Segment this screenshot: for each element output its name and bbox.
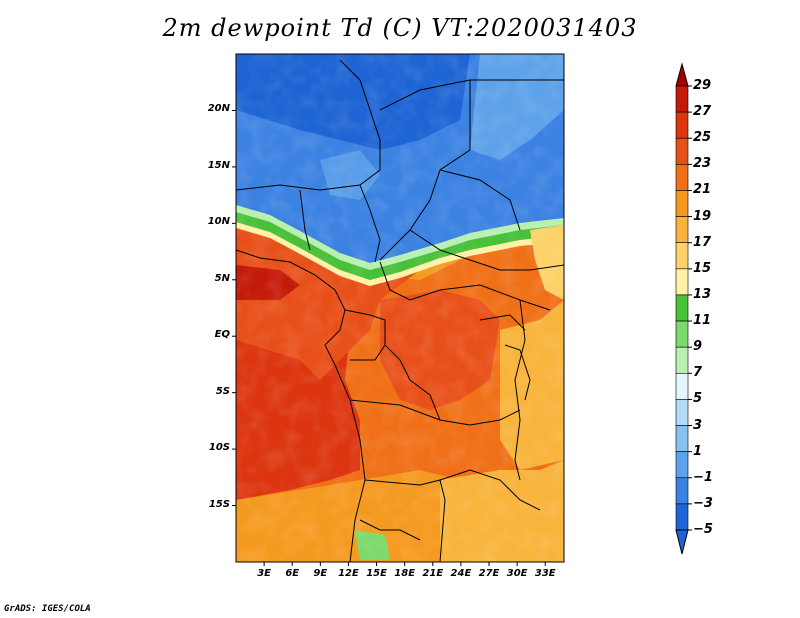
lon-tick-label: 3E: [257, 568, 271, 579]
lon-tick-label: 30E: [506, 568, 528, 579]
colorbar-swatch: [675, 477, 689, 505]
map-title: 2m dewpoint Td (C) VT:2020031403: [162, 14, 638, 42]
colorbar-swatch: [675, 320, 689, 348]
colorbar-level-label: 9: [693, 339, 703, 355]
lon-tick-label: 24E: [450, 568, 472, 579]
colorbar-level-label: −1: [693, 469, 713, 485]
lat-tick-label: 15S: [208, 498, 230, 510]
lat-tick-label: 15N: [207, 159, 230, 171]
lon-tick-label: 9E: [313, 568, 328, 579]
lat-tick-label: 5N: [214, 272, 230, 284]
colorbar-level-label: 13: [693, 286, 712, 302]
colorbar-level-label: 17: [693, 234, 712, 250]
country-borders: [236, 59, 564, 562]
colorbar-top-arrow: [675, 62, 689, 87]
colorbar-bottom-arrow: [675, 529, 689, 555]
colorbar-swatch: [675, 451, 689, 479]
colorbar-level-label: 11: [693, 313, 712, 329]
colorbar-swatch: [675, 399, 689, 426]
colorbar-level-label: 15: [693, 260, 712, 276]
colorbar-level-label: 25: [693, 130, 712, 146]
colorbar-swatch: [675, 503, 689, 531]
lon-tick-label: 27E: [478, 568, 500, 579]
colorbar-level-label: 7: [693, 365, 703, 381]
axis-ticks: [232, 109, 546, 566]
colorbar-swatch: [675, 216, 689, 244]
lat-tick-label: EQ: [214, 329, 230, 341]
lat-tick-label: 20N: [207, 103, 230, 115]
colorbar-level-label: 1: [693, 443, 703, 459]
grads-credit: GrADS: IGES/COLA: [4, 604, 91, 614]
colorbar-level-label: 5: [693, 391, 703, 407]
colorbar-level-label: 27: [693, 104, 712, 120]
colorbar-swatch: [675, 294, 689, 322]
lat-tick-label: 5S: [215, 385, 230, 397]
lon-tick-label: 33E: [534, 568, 556, 579]
colorbar-swatch: [675, 425, 689, 452]
colorbar-level-label: 21: [693, 182, 712, 198]
colorbar-level-label: 3: [693, 417, 703, 433]
colorbar-level-label: 29: [693, 78, 712, 93]
lon-tick-label: 18E: [394, 568, 416, 579]
lon-tick-label: 12E: [338, 568, 359, 579]
colorbar-swatch: [675, 111, 689, 139]
lon-tick-label: 15E: [366, 568, 387, 579]
colorbar-level-label: −3: [693, 495, 713, 511]
colorbar-level-label: 23: [693, 156, 712, 172]
colorbar-swatch: [675, 85, 689, 113]
map-frame: [235, 53, 565, 563]
colorbar-level-label: −5: [693, 522, 713, 537]
colorbar-swatch: [675, 190, 689, 217]
colorbar-swatch: [675, 242, 689, 270]
colorbar-swatch: [675, 268, 689, 296]
colorbar-swatch: [675, 372, 689, 400]
colorbar-swatch: [675, 346, 689, 374]
colorbar: [675, 62, 692, 555]
lon-tick-label: 6E: [285, 568, 300, 579]
lat-tick-label: 10S: [208, 442, 230, 454]
field-texture: [236, 54, 564, 562]
lat-tick-label: 10N: [207, 216, 230, 228]
colorbar-swatch: [675, 137, 689, 165]
colorbar-level-label: 19: [693, 208, 712, 224]
lon-tick-label: 21E: [422, 568, 444, 579]
colorbar-swatch: [675, 164, 689, 191]
dewpoint-field: [236, 54, 564, 562]
